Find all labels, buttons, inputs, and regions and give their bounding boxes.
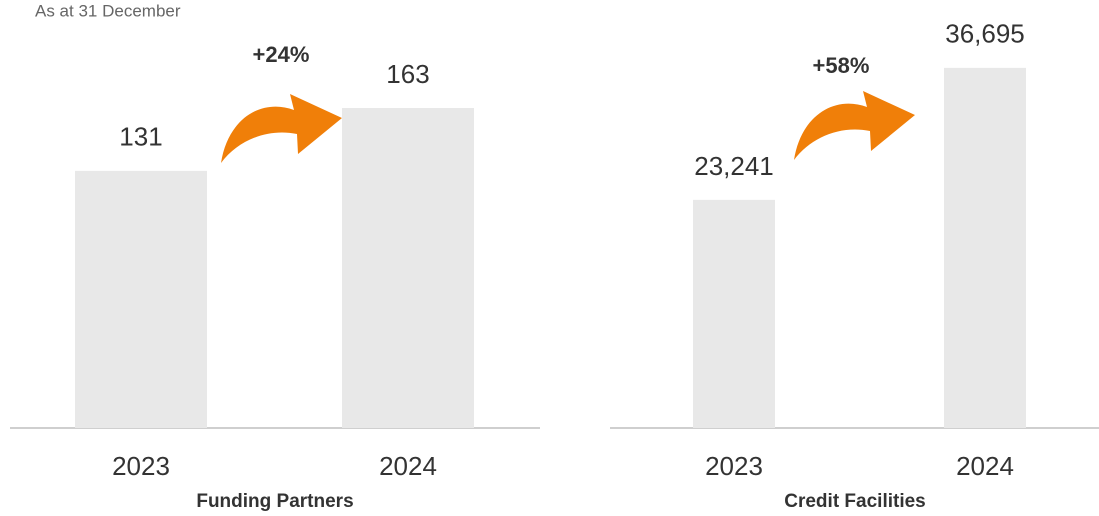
data-label: 23,241	[694, 151, 774, 181]
data-label: 131	[119, 122, 162, 152]
annotation: +58%	[813, 53, 870, 78]
growth-arrow	[794, 91, 915, 160]
growth-arrow	[221, 94, 342, 163]
x-tick-label: 2023	[112, 451, 170, 481]
bar	[342, 108, 474, 428]
bar	[75, 170, 207, 429]
data-label: 163	[386, 59, 429, 89]
bar	[693, 199, 775, 428]
annotation: +24%	[253, 42, 310, 67]
chart-title: Credit Facilities	[784, 491, 926, 512]
x-tick-label: 2024	[379, 451, 437, 481]
x-tick-label: 2024	[956, 451, 1014, 481]
data-label: 36,695	[945, 19, 1025, 49]
subtitle: As at 31 December	[35, 1, 181, 20]
chart-title: Funding Partners	[196, 491, 353, 512]
bar	[944, 67, 1026, 429]
x-tick-label: 2023	[705, 451, 763, 481]
